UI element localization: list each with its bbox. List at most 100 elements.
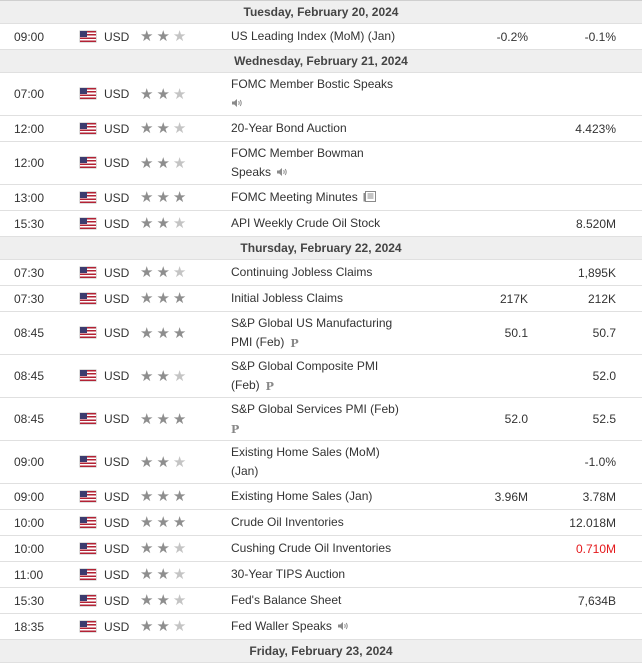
event-title-cell[interactable]: Existing Home Sales (MoM) (Jan)	[231, 440, 471, 484]
event-title[interactable]: FOMC Member Bowman Speaks	[231, 145, 364, 179]
event-title[interactable]: 30-Year TIPS Auction	[231, 567, 346, 581]
star-icon: ★	[172, 28, 190, 45]
event-currency: USD	[104, 541, 130, 556]
event-row[interactable]: 07:00 USD ★★★ FOMC Member Bostic Speaks	[0, 72, 642, 116]
event-currency-cell: USD	[76, 72, 140, 116]
event-time: 07:00	[0, 72, 76, 116]
event-currency-cell: USD	[76, 141, 140, 185]
event-time: 09:00	[0, 23, 76, 50]
event-title-cell[interactable]: S&P Global US Manufacturing PMI (Feb) P	[231, 311, 471, 355]
star-icon: ★	[172, 566, 190, 583]
event-title-cell[interactable]: 30-Year TIPS Auction	[231, 561, 471, 588]
event-row[interactable]: 13:00 USD ★★★ FOMC Meeting Minutes	[0, 184, 642, 211]
event-title-cell[interactable]: US Leading Index (MoM) (Jan)	[231, 23, 471, 50]
event-title-cell[interactable]: S&P Global Services PMI (Feb) P	[231, 397, 471, 441]
event-time: 08:45	[0, 311, 76, 355]
event-title-cell[interactable]: Fed Waller Speaks	[231, 613, 471, 640]
event-title-cell[interactable]: Continuing Jobless Claims	[231, 259, 471, 286]
event-title-cell[interactable]: 20-Year Bond Auction	[231, 115, 471, 142]
event-row[interactable]: 09:00 USD ★★★ US Leading Index (MoM) (Jan) -…	[0, 23, 642, 50]
event-title[interactable]: S&P Global US Manufacturing PMI (Feb)	[231, 315, 393, 349]
date-header-row: Wednesday, February 21, 2024	[0, 49, 642, 73]
event-currency-cell: USD	[76, 483, 140, 510]
event-title-cell[interactable]: FOMC Member Bostic Speaks	[231, 72, 471, 116]
star-icon: ★	[140, 592, 157, 609]
event-time: 09:00	[0, 483, 76, 510]
star-icon: ★	[156, 215, 173, 232]
date-header: Friday, February 23, 2024	[0, 639, 642, 663]
date-header: Wednesday, February 21, 2024	[0, 49, 642, 73]
event-title[interactable]: FOMC Member Bostic Speaks	[231, 76, 394, 91]
star-icon: ★	[140, 540, 157, 557]
star-icon: ★	[172, 324, 190, 342]
star-icon: ★	[172, 592, 190, 609]
event-row[interactable]: 08:45 USD ★★★ S&P Global Services PMI (Feb)…	[0, 397, 642, 441]
event-title-cell[interactable]: Initial Jobless Claims	[231, 285, 471, 312]
event-title[interactable]: Cushing Crude Oil Inventories	[231, 541, 392, 555]
event-title-cell[interactable]: API Weekly Crude Oil Stock	[231, 210, 471, 237]
event-currency: USD	[104, 265, 130, 280]
event-actual	[534, 561, 642, 588]
event-row[interactable]: 08:45 USD ★★★ S&P Global US Manufacturing PM…	[0, 311, 642, 355]
document-icon[interactable]	[363, 189, 376, 208]
event-actual: 212K	[534, 285, 642, 312]
event-row[interactable]: 15:30 USD ★★★ API Weekly Crude Oil Stock 8.5…	[0, 210, 642, 237]
event-title-cell[interactable]: Fed's Balance Sheet	[231, 587, 471, 614]
event-row[interactable]: 09:00 USD ★★★ Existing Home Sales (Jan) 3.96…	[0, 483, 642, 510]
star-icon: ★	[140, 120, 157, 137]
event-title[interactable]: Existing Home Sales (Jan)	[231, 489, 373, 503]
event-title-cell[interactable]: Crude Oil Inventories	[231, 509, 471, 536]
event-title[interactable]: API Weekly Crude Oil Stock	[231, 216, 381, 230]
event-currency: USD	[104, 190, 130, 205]
event-title[interactable]: S&P Global Composite PMI (Feb)	[231, 358, 379, 392]
event-title[interactable]: Fed's Balance Sheet	[231, 593, 342, 607]
event-title-cell[interactable]: Cushing Crude Oil Inventories	[231, 535, 471, 562]
event-currency-cell: USD	[76, 115, 140, 142]
event-forecast: 52.0	[471, 397, 534, 441]
event-row[interactable]: 07:30 USD ★★★ Continuing Jobless Claims 1,89…	[0, 259, 642, 286]
event-title[interactable]: 20-Year Bond Auction	[231, 121, 347, 135]
event-currency: USD	[104, 489, 130, 504]
event-currency: USD	[104, 412, 130, 426]
event-currency: USD	[104, 156, 130, 170]
event-importance: ★★★	[140, 613, 231, 640]
event-title-cell[interactable]: FOMC Meeting Minutes	[231, 184, 471, 211]
event-title[interactable]: S&P Global Services PMI (Feb)	[231, 401, 399, 416]
event-actual	[534, 72, 642, 116]
event-row[interactable]: 10:00 USD ★★★ Crude Oil Inventories 12.018M	[0, 509, 642, 536]
event-forecast: -0.2%	[471, 23, 534, 50]
event-title[interactable]: Continuing Jobless Claims	[231, 265, 373, 279]
event-row[interactable]: 10:00 USD ★★★ Cushing Crude Oil Inventories…	[0, 535, 642, 562]
speaker-icon[interactable]	[337, 618, 349, 637]
event-title-cell[interactable]: Existing Home Sales (Jan)	[231, 483, 471, 510]
event-forecast: 50.1	[471, 311, 534, 355]
event-importance: ★★★	[140, 72, 231, 116]
event-time: 12:00	[0, 115, 76, 142]
event-row[interactable]: 12:00 USD ★★★ 20-Year Bond Auction 4.423%	[0, 115, 642, 142]
star-icon: ★	[156, 120, 173, 137]
event-title[interactable]: US Leading Index (MoM) (Jan)	[231, 29, 396, 43]
event-title[interactable]: Existing Home Sales (MoM) (Jan)	[231, 445, 380, 478]
speaker-icon[interactable]	[231, 95, 243, 114]
star-icon: ★	[172, 488, 190, 505]
event-importance: ★★★	[140, 184, 231, 211]
event-currency-cell: USD	[76, 440, 140, 484]
star-icon: ★	[140, 189, 157, 206]
event-importance: ★★★	[140, 115, 231, 142]
us-flag-icon	[80, 594, 96, 606]
event-row[interactable]: 12:00 USD ★★★ FOMC Member Bowman Speaks	[0, 141, 642, 185]
event-title[interactable]: Crude Oil Inventories	[231, 515, 344, 529]
event-row[interactable]: 15:30 USD ★★★ Fed's Balance Sheet 7,634B	[0, 587, 642, 614]
event-row[interactable]: 07:30 USD ★★★ Initial Jobless Claims 217K 212…	[0, 285, 642, 312]
event-title[interactable]: FOMC Meeting Minutes	[231, 189, 358, 204]
event-title[interactable]: Initial Jobless Claims	[231, 291, 344, 305]
event-title-cell[interactable]: FOMC Member Bowman Speaks	[231, 141, 471, 185]
event-title[interactable]: Fed Waller Speaks	[231, 618, 332, 633]
event-row[interactable]: 09:00 USD ★★★ Existing Home Sales (MoM) (Jan…	[0, 440, 642, 484]
event-row[interactable]: 08:45 USD ★★★ S&P Global Composite PMI (Feb)…	[0, 354, 642, 398]
event-row[interactable]: 11:00 USD ★★★ 30-Year TIPS Auction	[0, 561, 642, 588]
event-row[interactable]: 18:35 USD ★★★ Fed Waller Speaks	[0, 613, 642, 640]
event-forecast	[471, 259, 534, 286]
speaker-icon[interactable]	[276, 164, 288, 183]
event-title-cell[interactable]: S&P Global Composite PMI (Feb) P	[231, 354, 471, 398]
